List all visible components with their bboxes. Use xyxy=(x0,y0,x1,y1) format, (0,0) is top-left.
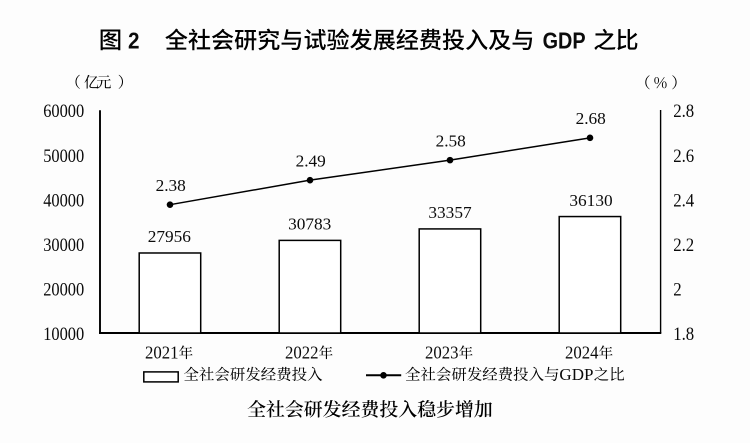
svg-text:50000: 50000 xyxy=(43,146,84,167)
svg-text:60000: 60000 xyxy=(43,101,84,122)
svg-text:2022: 2022 xyxy=(285,342,319,362)
svg-text:2.4: 2.4 xyxy=(673,191,694,211)
svg-text:2: 2 xyxy=(128,27,140,53)
svg-text:27956: 27956 xyxy=(148,227,192,246)
svg-text:GDP: GDP xyxy=(543,27,586,53)
svg-text:2021: 2021 xyxy=(145,342,179,362)
svg-text:2.68: 2.68 xyxy=(576,109,606,128)
svg-text:2: 2 xyxy=(673,281,681,301)
svg-text:2023: 2023 xyxy=(425,342,459,362)
svg-text:10000: 10000 xyxy=(43,324,84,345)
svg-text:30000: 30000 xyxy=(43,235,84,256)
svg-text:2.2: 2.2 xyxy=(673,236,694,256)
svg-text:GDP: GDP xyxy=(559,365,593,384)
svg-text:36130: 36130 xyxy=(569,191,612,210)
svg-text:40000: 40000 xyxy=(43,190,84,211)
svg-text:1.8: 1.8 xyxy=(673,325,694,345)
svg-text:33357: 33357 xyxy=(428,203,472,222)
svg-text:2.58: 2.58 xyxy=(436,131,466,150)
svg-text:2.38: 2.38 xyxy=(156,176,186,195)
svg-text:20000: 20000 xyxy=(43,280,84,301)
svg-text:2.8: 2.8 xyxy=(673,102,694,122)
svg-text:30783: 30783 xyxy=(288,215,331,234)
svg-text:2.49: 2.49 xyxy=(296,151,326,170)
svg-text:2.6: 2.6 xyxy=(673,147,694,167)
svg-text:2024: 2024 xyxy=(565,342,599,362)
